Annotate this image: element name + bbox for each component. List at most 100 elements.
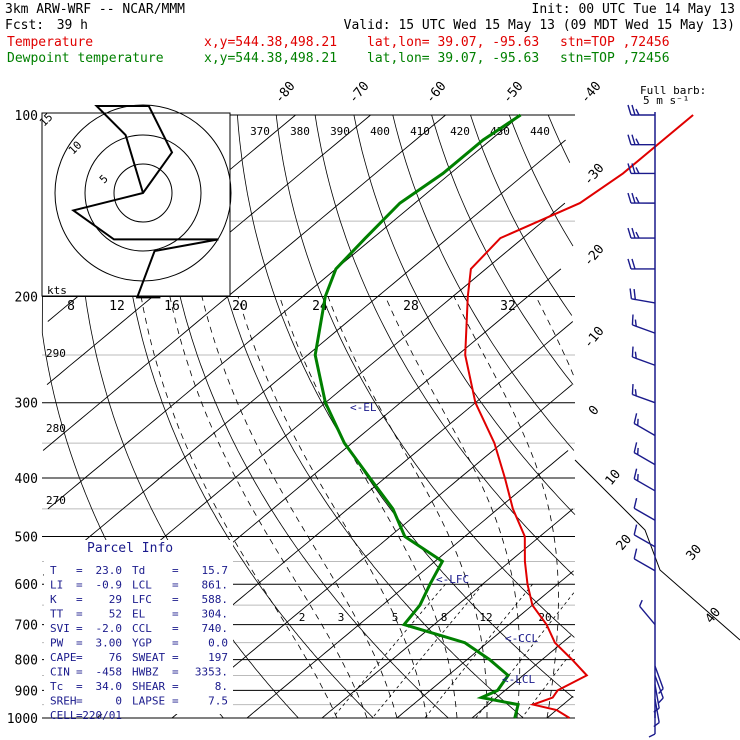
dry-adiabat	[547, 114, 571, 163]
dry-adiabat	[314, 114, 574, 576]
parcel-param-label: Tc	[50, 680, 63, 693]
temperature-profile	[464, 114, 694, 719]
legend-temperature-station: stn=TOP ,72456	[560, 35, 670, 50]
parcel-param-value: 588.	[202, 593, 229, 606]
pressure-label-100: 100	[15, 109, 38, 124]
dry-adiabat	[119, 114, 374, 719]
parcel-param-label: SREH	[50, 695, 77, 708]
parcel-equals: =	[172, 579, 179, 592]
dry-adiabat	[508, 114, 574, 247]
parcel-param-value: 0	[115, 695, 122, 708]
theta-label: 430	[490, 125, 510, 138]
isotherm	[246, 450, 569, 719]
wind-barb	[654, 684, 660, 709]
parcel-equals: =	[76, 622, 83, 635]
wind-barb-feather	[635, 196, 640, 204]
wind-barb-feather	[631, 258, 636, 270]
wind-barb-feather	[631, 134, 636, 145]
diagram-corner-boundary	[574, 459, 740, 641]
wind-barb	[639, 605, 656, 626]
wind-barbs: Full barb: 5 m s⁻¹	[627, 84, 706, 738]
forecast-hours: 39 h	[57, 18, 88, 33]
mixing-ratio-lines	[140, 296, 575, 719]
mixing-ratio-label-lower: 20	[538, 611, 551, 624]
mixing-ratio-line	[424, 583, 533, 719]
mixing-ratio-label-lower: 2	[299, 611, 306, 624]
wind-barb-feather	[633, 524, 638, 535]
wind-barb-feather	[633, 497, 638, 509]
parcel-param-value: 0.0	[208, 637, 228, 650]
parcel-info-background	[44, 540, 233, 714]
parcel-param-value: 3.00	[96, 637, 123, 650]
el-marker: <-EL	[350, 401, 377, 414]
wind-barb	[654, 665, 664, 689]
parcel-param-label: PW	[50, 637, 64, 650]
parcel-param-value: 34.0	[96, 680, 123, 693]
hodograph-ring-10	[84, 134, 202, 252]
parcel-param-label: K	[50, 593, 57, 606]
wind-barb-feather	[633, 468, 638, 479]
wind-barb-feather	[634, 389, 637, 396]
parcel-param-value: -0.9	[96, 579, 123, 592]
pressure-label-200: 200	[15, 291, 38, 306]
parcel-equals: =	[76, 680, 83, 693]
wind-barb	[633, 558, 656, 572]
wind-barb	[654, 675, 664, 699]
theta-label: 380	[290, 125, 310, 138]
mixing-ratio-label-upper: 16	[164, 299, 180, 314]
parcel-equals: =	[76, 695, 83, 708]
moist-adiabat	[140, 296, 338, 719]
dewpoint-profile	[313, 113, 522, 719]
wind-barb	[631, 298, 656, 304]
dry-adiabat	[198, 114, 524, 719]
legend-temperature-coords: x,y=544.38,498.21	[204, 35, 337, 50]
parcel-param-label: HWBZ	[132, 666, 159, 679]
parcel-param-value: 740.	[202, 622, 229, 635]
parcel-param-value: 29	[109, 593, 122, 606]
parcel-param-label: LFC	[132, 593, 152, 606]
parcel-param-value: 3353.	[195, 666, 228, 679]
mixing-ratio-label-upper: 32	[500, 299, 516, 314]
moist-adiabat	[237, 296, 428, 719]
pressure-label-500: 500	[15, 530, 38, 545]
wind-barb-feather	[635, 138, 640, 146]
wind-barb	[654, 698, 660, 723]
parcel-param-label: T	[50, 564, 57, 577]
dry-adiabat	[470, 114, 573, 316]
moist-adiabat	[201, 296, 398, 719]
wind-barb-feather	[631, 104, 636, 116]
mixing-ratio-line	[521, 649, 574, 719]
wind-barb-feather	[658, 697, 664, 704]
parcel-param-label: CELL	[50, 709, 77, 722]
parcel-info-panel: Parcel Info T 23.0 Td 15.7= =LI -0.9 LCL 861.= =…	[44, 540, 233, 722]
parcel-param-value: 23.0	[96, 564, 123, 577]
theta-label: 400	[370, 125, 390, 138]
parcel-param-label: YGP	[132, 637, 152, 650]
mixing-ratio-label-lower: 12	[479, 611, 492, 624]
wind-barb-feather	[635, 167, 640, 174]
parcel-param-label: CAPE	[50, 651, 77, 664]
parcel-info-title: Parcel Info	[87, 541, 173, 556]
parcel-param-label: TT	[50, 608, 64, 621]
parcel-equals: =	[172, 680, 179, 693]
barb-key-line1: Full barb:	[640, 84, 706, 97]
wind-barb-feather	[633, 442, 638, 453]
legend-dewpoint-station: stn=TOP ,72456	[560, 51, 670, 66]
legend-dewpoint-latlon: lat,lon= 39.07, -95.63	[367, 51, 539, 66]
parcel-equals: =	[172, 637, 179, 650]
parcel-param-label: LI	[50, 579, 63, 592]
legend-temperature-name: Temperature	[7, 35, 93, 50]
parcel-equals: =	[76, 651, 83, 664]
isotherm	[321, 508, 574, 719]
mixing-ratio-label-upper: 12	[109, 299, 125, 314]
theta-label: 440	[530, 125, 550, 138]
parcel-equals: =	[76, 564, 83, 577]
parcel-param-label: SHEAR	[132, 680, 165, 693]
parcel-equals: =	[172, 564, 179, 577]
parcel-param-value: 7.5	[208, 695, 228, 708]
isotherm	[471, 635, 572, 719]
parcel-param-value: 15.7	[202, 564, 229, 577]
model-title: 3km ARW-WRF -- NCAR/MMM	[5, 2, 185, 17]
wind-barb	[633, 478, 656, 492]
mixing-ratio-line	[332, 583, 446, 719]
